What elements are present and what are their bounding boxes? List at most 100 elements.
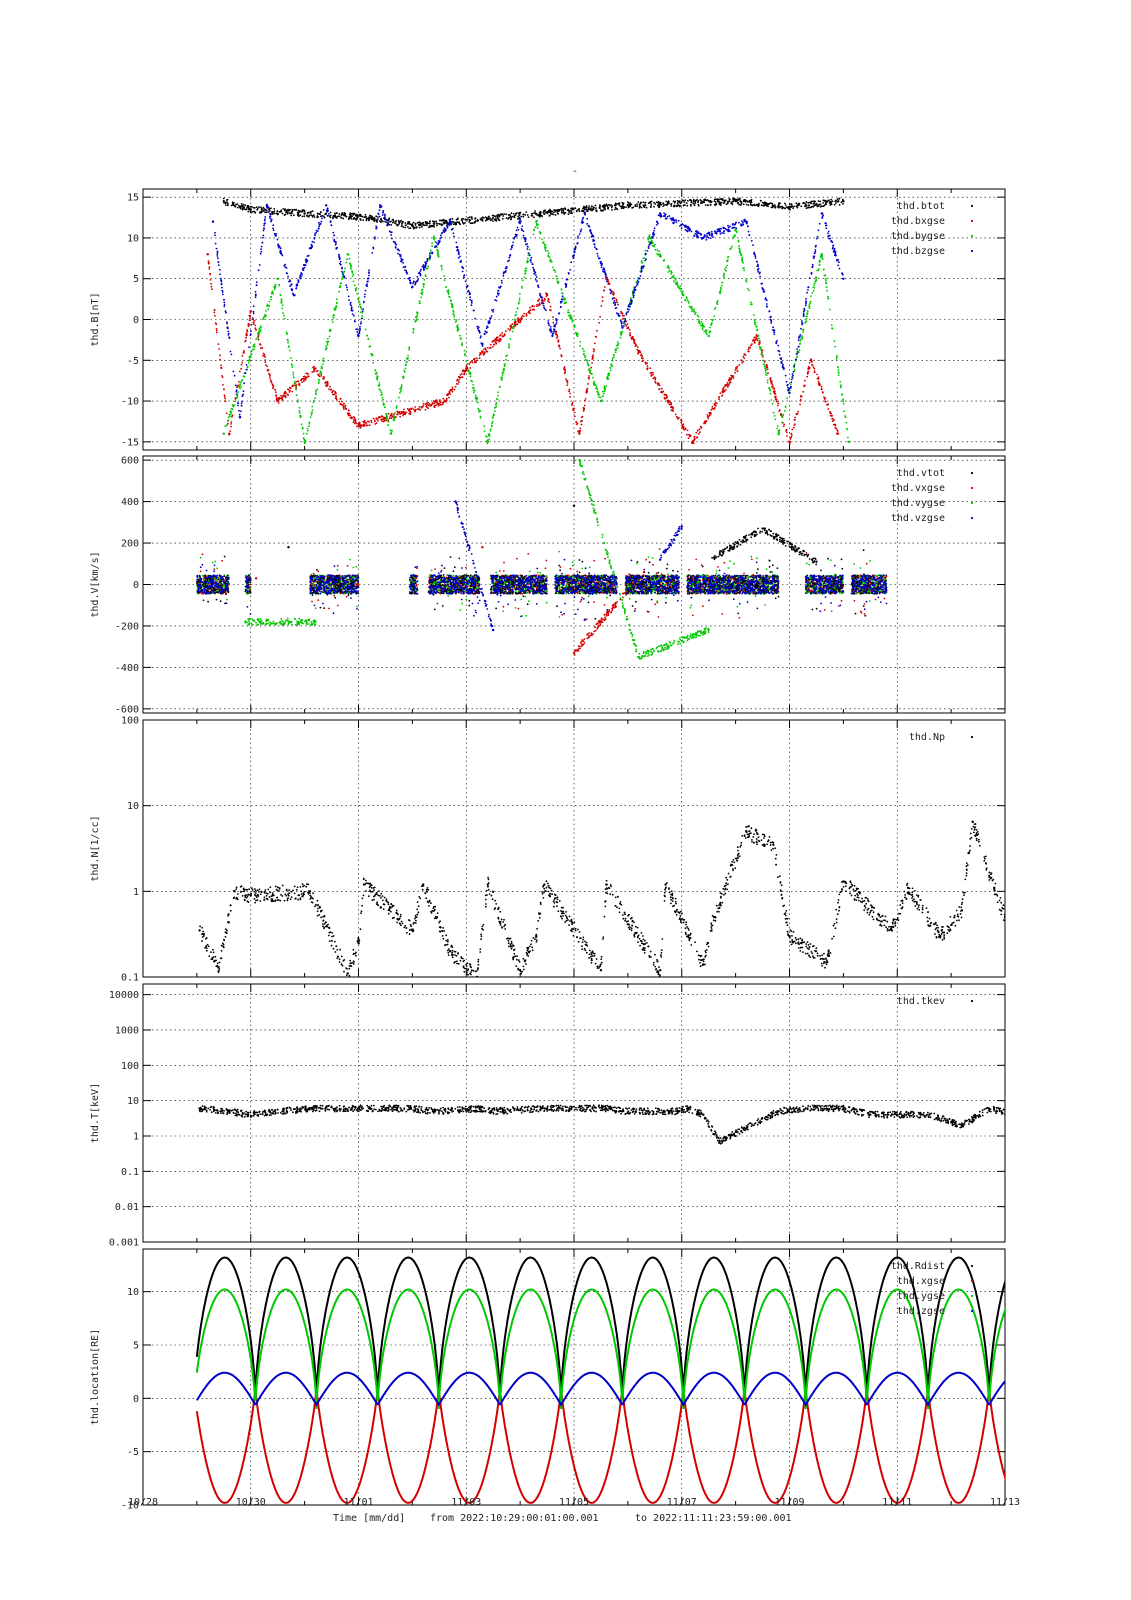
data-point (252, 305, 255, 308)
data-point (767, 372, 769, 375)
data-point (339, 282, 342, 284)
data-point (220, 364, 223, 367)
data-point (837, 366, 839, 369)
data-point (270, 380, 273, 382)
data-point (830, 201, 833, 203)
data-point (435, 399, 438, 402)
data-point (761, 354, 763, 356)
data-point (436, 246, 438, 249)
data-point (347, 414, 350, 416)
data-point (304, 379, 307, 381)
data-point (359, 218, 362, 221)
data-point (324, 348, 327, 351)
data-point (640, 259, 643, 262)
data-point (784, 207, 787, 210)
data-point (578, 210, 581, 213)
data-point (325, 213, 328, 215)
data-point (468, 218, 471, 221)
data-point (492, 220, 494, 223)
data-point (728, 382, 731, 384)
data-point (348, 412, 351, 415)
data-point (616, 312, 618, 315)
data-point (311, 405, 314, 408)
data-point (248, 208, 251, 211)
data-point (226, 198, 229, 201)
data-point (356, 293, 358, 295)
data-point (449, 218, 452, 221)
data-point (366, 217, 369, 220)
data-point (231, 415, 233, 418)
data-point (447, 222, 450, 225)
data-point (484, 347, 487, 350)
data-point (333, 314, 336, 316)
data-point (803, 379, 806, 382)
data-point (371, 353, 374, 356)
data-point (598, 396, 600, 398)
data-point (299, 277, 302, 280)
data-point (750, 201, 753, 204)
data-point (246, 330, 249, 333)
data-point (662, 202, 664, 205)
data-point (492, 308, 495, 311)
data-point (747, 350, 749, 352)
data-point (260, 329, 262, 331)
data-point (238, 413, 241, 416)
data-point (703, 330, 706, 333)
data-point (555, 337, 558, 339)
data-point (251, 317, 254, 319)
data-point (513, 216, 516, 219)
data-point (560, 288, 563, 290)
data-point (394, 241, 396, 244)
data-point (428, 225, 431, 227)
data-point (799, 399, 802, 402)
data-point (542, 304, 545, 307)
data-point (375, 225, 377, 228)
data-point (463, 276, 465, 279)
data-point (263, 227, 265, 230)
data-point (444, 219, 446, 222)
data-point (600, 264, 603, 267)
data-point (390, 231, 393, 234)
data-point (720, 201, 723, 204)
data-point (799, 339, 802, 342)
data-point (269, 215, 271, 218)
data-point (760, 351, 763, 354)
data-point (495, 295, 498, 298)
data-point (676, 202, 679, 205)
data-point (627, 305, 630, 308)
data-point (569, 209, 572, 212)
data-point (357, 298, 359, 300)
data-point (214, 231, 216, 234)
data-point (283, 214, 286, 217)
data-point (733, 199, 735, 202)
data-point (377, 384, 380, 387)
data-point (762, 359, 765, 362)
data-point (448, 296, 451, 299)
data-point (335, 395, 337, 397)
data-point (712, 318, 714, 321)
data-point (299, 274, 302, 277)
data-point (378, 388, 381, 391)
data-point (837, 369, 840, 371)
data-point (573, 250, 575, 253)
data-point (696, 314, 699, 317)
data-point (820, 385, 823, 388)
data-point (458, 253, 460, 256)
data-point (214, 242, 217, 245)
data-point (746, 201, 749, 203)
data-point (510, 245, 513, 248)
data-point (750, 198, 753, 201)
data-point (266, 369, 269, 371)
data-point (502, 274, 505, 277)
data-point (680, 421, 683, 424)
data-point (317, 213, 319, 215)
data-point (513, 324, 515, 327)
data-point (847, 436, 849, 439)
data-point (325, 347, 328, 349)
data-point (833, 419, 835, 421)
data-point (472, 309, 475, 312)
data-point (422, 267, 425, 269)
data-point (377, 419, 379, 422)
data-point (254, 345, 256, 348)
data-point (514, 319, 517, 322)
